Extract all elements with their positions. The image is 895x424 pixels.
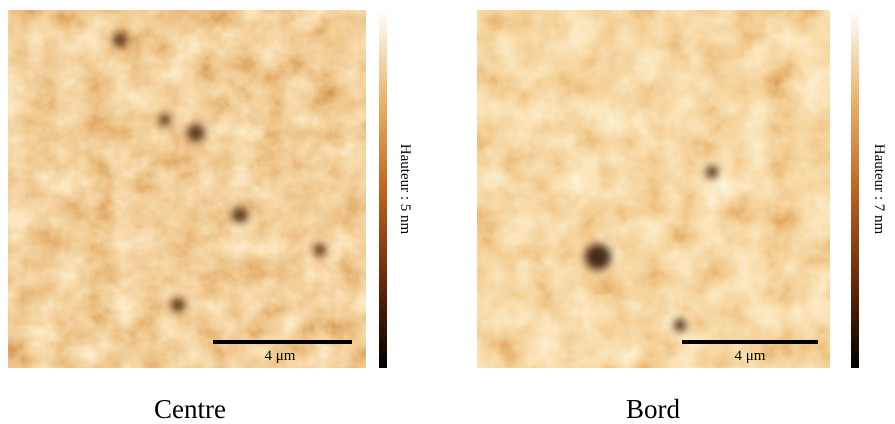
colorbar-label: Hauteur : 7 nm bbox=[871, 144, 887, 235]
panel-centre: 4 μm Hauteur : 5 nm Centre bbox=[8, 10, 413, 424]
afm-features bbox=[585, 166, 718, 331]
colorbar bbox=[851, 10, 859, 368]
colorbar bbox=[379, 10, 387, 368]
afm-image bbox=[477, 10, 830, 368]
colorbar-label: Hauteur : 5 nm bbox=[397, 144, 413, 235]
afm-features bbox=[113, 33, 326, 312]
caption: Bord bbox=[626, 394, 681, 424]
scale-bar-label: 4 μm bbox=[265, 348, 296, 364]
afm-image bbox=[8, 10, 366, 368]
caption: Centre bbox=[154, 394, 226, 424]
scale-bar-label: 4 μm bbox=[735, 348, 766, 364]
panel-bord: 4 μm Hauteur : 7 nm Bord bbox=[477, 10, 887, 424]
